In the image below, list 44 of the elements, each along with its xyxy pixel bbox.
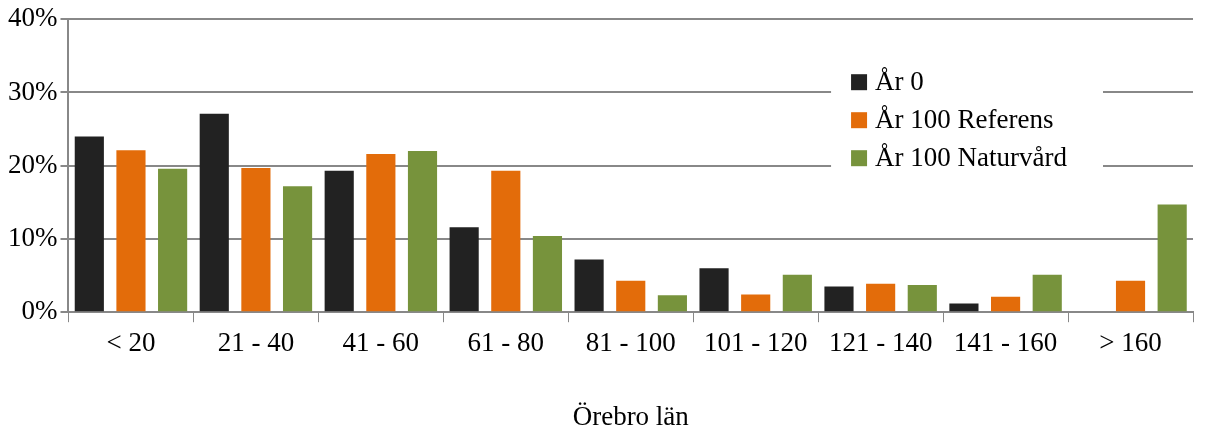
bar	[866, 283, 896, 312]
x-tick-label: 61 - 80	[467, 327, 545, 358]
x-tick-label: 101 - 120	[703, 327, 808, 358]
bar	[824, 286, 854, 312]
bar	[616, 280, 646, 312]
bar	[1157, 204, 1187, 312]
bar	[699, 268, 729, 312]
y-tick-label: 40%	[7, 2, 58, 33]
y-tick-label: 10%	[7, 222, 58, 253]
bar	[657, 295, 687, 312]
bar	[1115, 280, 1146, 312]
bar	[991, 296, 1021, 312]
x-tick-label: 41 - 60	[342, 327, 420, 358]
bar	[949, 303, 979, 312]
bar	[158, 168, 188, 312]
bar	[907, 285, 937, 312]
x-tick-label: 81 - 100	[585, 327, 676, 358]
bar	[116, 150, 146, 312]
x-tick-label: > 160	[1099, 327, 1162, 358]
bar	[532, 236, 563, 312]
bar	[282, 186, 313, 312]
bar	[407, 151, 438, 312]
bar	[491, 170, 521, 312]
bar	[199, 113, 229, 312]
legend-label: År 100 Naturvård	[875, 142, 1068, 173]
bar	[241, 167, 271, 312]
bar	[324, 170, 354, 312]
legend-label: År 0	[875, 66, 924, 97]
legend-label: År 100 Referens	[875, 104, 1054, 135]
bar	[574, 259, 604, 312]
y-tick-label: 20%	[7, 148, 58, 179]
x-tick-label: 21 - 40	[217, 327, 295, 358]
bar	[449, 227, 479, 312]
x-tick-label: 141 - 160	[953, 327, 1058, 358]
bar	[74, 136, 104, 312]
y-tick-label: 0%	[21, 295, 58, 326]
x-axis-title: Örebro län	[572, 400, 690, 431]
x-tick-label: 121 - 140	[828, 327, 933, 358]
bar	[366, 153, 396, 312]
bar	[1032, 274, 1062, 312]
y-tick-label: 30%	[7, 75, 58, 106]
bar	[782, 274, 812, 312]
x-tick-label: < 20	[106, 327, 156, 358]
bar	[741, 294, 771, 312]
